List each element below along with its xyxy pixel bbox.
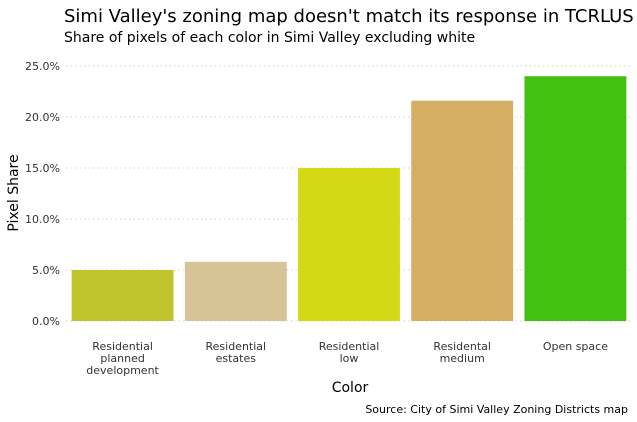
y-axis-title: Pixel Share: [6, 154, 22, 231]
source-caption: Source: City of Simi Valley Zoning Distr…: [365, 403, 628, 416]
x-tick-label: Residential estates: [206, 340, 267, 365]
y-tick-label: 25.0%: [25, 60, 60, 73]
bar: [298, 168, 400, 321]
chart-title: Simi Valley's zoning map doesn't match i…: [64, 6, 634, 27]
bar: [411, 100, 514, 322]
x-tick-label-line: Residental: [433, 340, 491, 353]
x-tick-label-line: planned: [100, 352, 144, 365]
x-tick-label-line: Residential: [319, 340, 380, 353]
y-tick-label: 5.0%: [32, 264, 60, 277]
x-tick-label-line: medium: [440, 352, 485, 365]
y-tick-label: 20.0%: [25, 111, 60, 124]
y-tick-label: 0.0%: [32, 315, 60, 328]
x-tick-label-line: Residential: [206, 340, 267, 353]
x-tick-label-line: Open space: [543, 340, 608, 353]
x-tick-label-line: Residential: [92, 340, 153, 353]
bar: [524, 76, 627, 321]
x-tick-label: Residental medium: [433, 340, 491, 365]
x-tick-label: Open space: [543, 340, 608, 353]
x-tick-label-line: development: [86, 364, 159, 377]
y-tick-label: 15.0%: [25, 162, 60, 175]
x-tick-label: Residential low: [319, 340, 380, 365]
bar: [184, 261, 287, 321]
x-tick-label: Residential planned development: [86, 340, 159, 377]
chart-subtitle: Share of pixels of each color in Simi Va…: [64, 30, 476, 46]
x-tick-label-line: low: [340, 352, 359, 365]
x-tick-label-line: estates: [216, 352, 257, 365]
bar: [71, 270, 174, 321]
y-tick-label: 10.0%: [25, 213, 60, 226]
x-axis-title: Color: [332, 380, 369, 396]
